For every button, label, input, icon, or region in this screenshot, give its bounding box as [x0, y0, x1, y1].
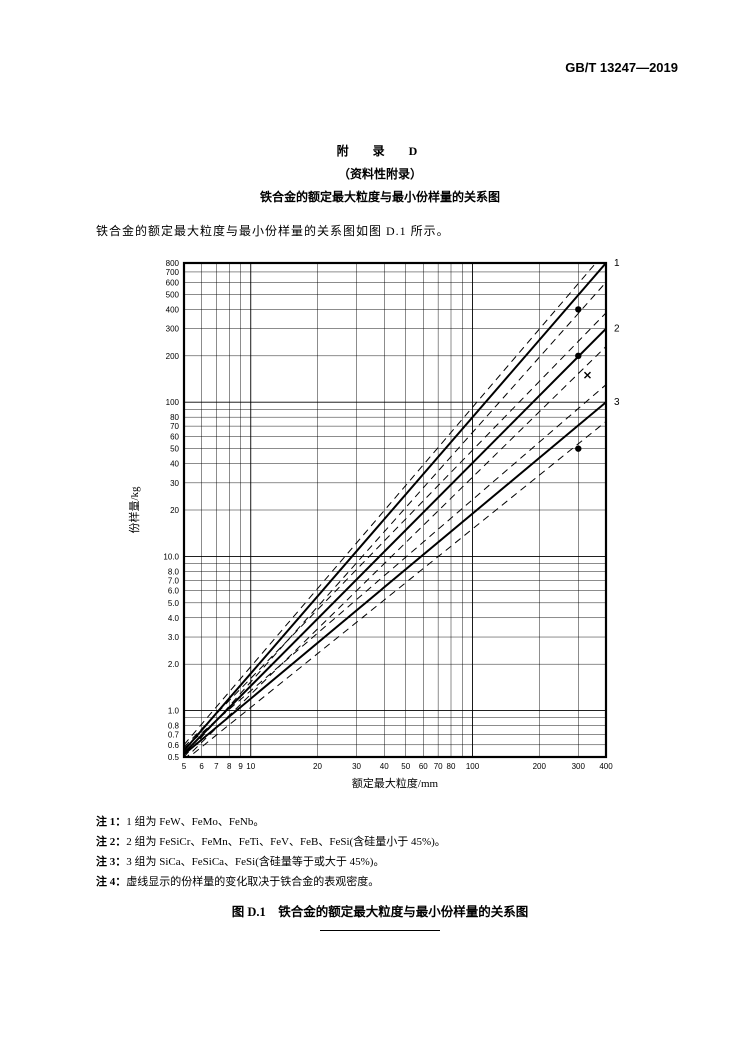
svg-text:70: 70: [434, 762, 443, 771]
svg-text:300: 300: [572, 762, 586, 771]
svg-text:额定最大粒度/mm: 额定最大粒度/mm: [352, 776, 439, 790]
svg-text:20: 20: [170, 506, 179, 515]
appendix-label: 附 录 D: [70, 140, 690, 163]
svg-text:300: 300: [166, 325, 180, 334]
figure-caption: 图 D.1 铁合金的额定最大粒度与最小份样量的关系图: [70, 901, 690, 935]
note-line: 注 3：3 组为 SiCa、FeSiCa、FeSi(含硅量等于或大于 45%)。: [96, 853, 690, 873]
svg-text:6.0: 6.0: [168, 587, 180, 596]
svg-text:5: 5: [182, 762, 187, 771]
intro-text: 铁合金的额定最大粒度与最小份样量的关系图如图 D.1 所示。: [96, 222, 690, 239]
document-id: GB/T 13247—2019: [565, 60, 678, 75]
svg-text:0.5: 0.5: [168, 753, 180, 762]
svg-text:200: 200: [533, 762, 547, 771]
svg-text:1.0: 1.0: [168, 707, 180, 716]
caption-underline: [320, 930, 440, 931]
svg-text:200: 200: [166, 352, 180, 361]
svg-text:份样量/kg: 份样量/kg: [127, 486, 141, 534]
svg-text:700: 700: [166, 268, 180, 277]
svg-text:600: 600: [166, 279, 180, 288]
svg-text:30: 30: [352, 762, 361, 771]
svg-text:7: 7: [214, 762, 219, 771]
note-line: 注 2：2 组为 FeSiCr、FeMn、FeTi、FeV、FeB、FeSi(含…: [96, 833, 690, 853]
loglog-chart: 1235678910203040506070801002003004000.50…: [120, 245, 640, 805]
svg-text:40: 40: [380, 762, 389, 771]
svg-text:500: 500: [166, 291, 180, 300]
svg-text:8: 8: [227, 762, 232, 771]
svg-text:5.0: 5.0: [168, 599, 180, 608]
svg-text:60: 60: [419, 762, 428, 771]
svg-text:100: 100: [166, 399, 180, 408]
svg-text:30: 30: [170, 479, 179, 488]
svg-text:3.0: 3.0: [168, 633, 180, 642]
svg-text:10: 10: [246, 762, 255, 771]
svg-text:2.0: 2.0: [168, 661, 180, 670]
svg-text:70: 70: [170, 423, 179, 432]
svg-text:80: 80: [170, 414, 179, 423]
svg-text:50: 50: [401, 762, 410, 771]
appendix-header: 附 录 D （资料性附录） 铁合金的额定最大粒度与最小份样量的关系图: [70, 140, 690, 208]
svg-text:800: 800: [166, 259, 180, 268]
svg-text:50: 50: [170, 445, 179, 454]
svg-text:1: 1: [614, 258, 620, 269]
svg-text:0.7: 0.7: [168, 731, 180, 740]
svg-text:400: 400: [599, 762, 613, 771]
svg-text:2: 2: [614, 324, 620, 335]
appendix-title: 铁合金的额定最大粒度与最小份样量的关系图: [70, 186, 690, 209]
note-line: 注 1：1 组为 FeW、FeMo、FeNb。: [96, 813, 690, 833]
svg-text:8.0: 8.0: [168, 568, 180, 577]
notes-block: 注 1：1 组为 FeW、FeMo、FeNb。注 2：2 组为 FeSiCr、F…: [96, 813, 690, 892]
svg-text:6: 6: [199, 762, 204, 771]
note-line: 注 4：虚线显示的份样量的变化取决于铁合金的表观密度。: [96, 873, 690, 893]
svg-text:60: 60: [170, 433, 179, 442]
svg-text:4.0: 4.0: [168, 614, 180, 623]
svg-text:3: 3: [614, 398, 620, 409]
svg-text:9: 9: [238, 762, 243, 771]
svg-text:80: 80: [447, 762, 456, 771]
svg-text:0.8: 0.8: [168, 722, 180, 731]
appendix-subtitle: （资料性附录）: [70, 163, 690, 186]
svg-text:400: 400: [166, 306, 180, 315]
svg-text:40: 40: [170, 460, 179, 469]
svg-text:7.0: 7.0: [168, 577, 180, 586]
svg-text:20: 20: [313, 762, 322, 771]
chart-container: 1235678910203040506070801002003004000.50…: [70, 245, 690, 805]
svg-text:0.6: 0.6: [168, 741, 180, 750]
svg-text:10.0: 10.0: [163, 553, 179, 562]
svg-text:100: 100: [466, 762, 480, 771]
